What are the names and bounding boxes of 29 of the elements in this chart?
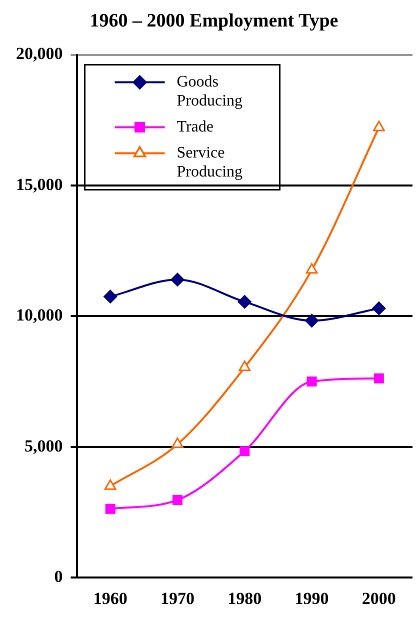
point <box>305 314 319 328</box>
x-tick-label: 1980 <box>228 589 262 608</box>
point <box>238 295 252 309</box>
point <box>372 302 386 316</box>
point <box>170 272 184 286</box>
x-tick-label: 2000 <box>362 589 396 608</box>
y-tick-label: 10,000 <box>16 306 63 325</box>
point <box>240 446 250 456</box>
point <box>104 290 118 304</box>
x-tick-label: 1960 <box>93 589 128 608</box>
y-tick-label: 5,000 <box>24 436 63 456</box>
legend-label: Service Producing <box>176 144 243 181</box>
x-tick-label: 1970 <box>160 589 194 608</box>
point <box>238 360 251 372</box>
point <box>172 438 184 448</box>
point <box>172 494 182 505</box>
point <box>105 504 116 514</box>
point <box>374 373 384 384</box>
point <box>306 263 318 274</box>
point <box>306 376 317 387</box>
point <box>104 479 116 490</box>
y-tick-label: 15,000 <box>16 174 63 194</box>
point <box>372 120 385 132</box>
chart-title: 1960 – 2000 Employment Type <box>90 10 338 32</box>
y-tick-label: 0 <box>54 566 63 586</box>
legend-label: Goods Producing <box>176 74 243 110</box>
x-tick-label: 1990 <box>294 589 329 608</box>
legend-label: Trade <box>176 118 214 136</box>
y-tick-label: 20,000 <box>16 44 63 64</box>
